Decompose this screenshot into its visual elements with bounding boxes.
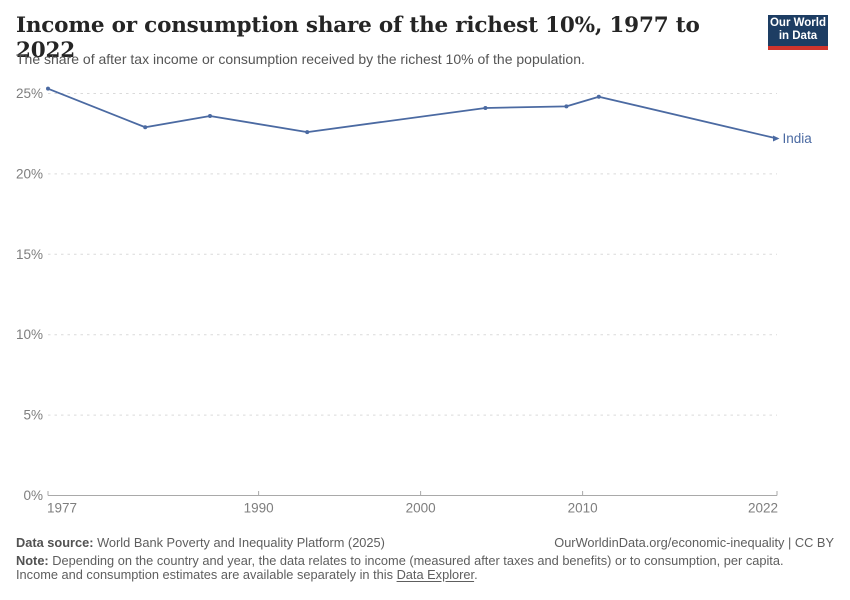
data-line-india xyxy=(47,87,778,140)
owid-logo: Our World in Data xyxy=(768,15,828,50)
chart-subtitle: The share of after tax income or consump… xyxy=(16,51,585,67)
data-point xyxy=(564,104,569,109)
y-tick-label: 5% xyxy=(23,408,43,423)
line-end-marker xyxy=(773,135,780,142)
owid-logo-line1: Our World xyxy=(769,17,826,29)
note-line2: Income and consumption estimates are ava… xyxy=(16,566,478,582)
data-point xyxy=(596,94,601,99)
x-tick-label: 2022 xyxy=(748,501,778,516)
y-tick-label: 0% xyxy=(23,488,43,503)
y-tick-label: 20% xyxy=(16,166,43,181)
y-tick-label: 15% xyxy=(16,247,43,262)
data-explorer-link[interactable]: Data Explorer xyxy=(396,566,475,582)
owid-logo-line2: in Data xyxy=(778,30,818,42)
note-line1: Note: Depending on the country and year,… xyxy=(16,553,784,568)
series-label-india: India xyxy=(783,131,813,146)
x-tick-label: 2010 xyxy=(568,501,598,516)
footer-note: Note: Depending on the country and year,… xyxy=(16,554,816,582)
x-tick-label: 2000 xyxy=(406,501,436,516)
data-point xyxy=(46,86,50,91)
data-point xyxy=(208,114,212,119)
data-point xyxy=(483,105,488,110)
data-point xyxy=(305,130,310,135)
data-source-label: Data source: xyxy=(16,535,94,550)
owid-url-link[interactable]: OurWorldinData.org/economic-inequality |… xyxy=(554,535,834,550)
x-tick-label: 1990 xyxy=(244,501,274,516)
note-label: Note: xyxy=(16,553,49,568)
line-chart: 0% 5% 10% 15% 20% 25% 1977 1990 2000 2010 2022 Indi… xyxy=(16,86,813,516)
y-tick-label: 10% xyxy=(16,327,43,342)
y-tick-label: 25% xyxy=(16,86,43,101)
data-source-text: Data source: World Bank Poverty and Ineq… xyxy=(16,535,385,550)
data-point xyxy=(143,125,148,130)
x-tick-label: 1977 xyxy=(47,501,77,516)
chart-title: Income or consumption share of the riche… xyxy=(16,13,700,63)
